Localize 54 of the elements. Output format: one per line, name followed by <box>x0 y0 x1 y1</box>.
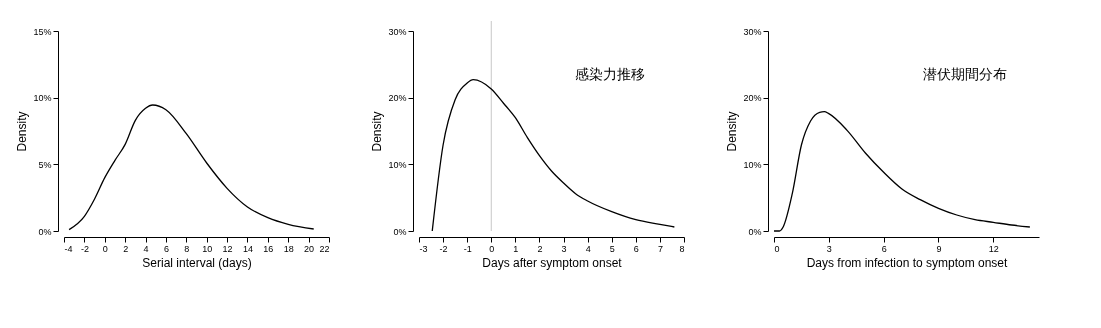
y-axis-title: Density <box>725 111 740 152</box>
x-tick-label: 22 <box>319 243 330 254</box>
y-tick-label: 10% <box>743 159 762 170</box>
line-series <box>68 104 315 231</box>
x-tick-label: -1 <box>463 243 472 254</box>
x-tick-label: 10 <box>202 243 213 254</box>
y-axis-title: Density <box>15 111 30 152</box>
y-tick-label: 0% <box>393 226 407 237</box>
x-tick-label: 0 <box>102 243 108 254</box>
annotation: 潜伏期間分布 <box>922 66 1007 82</box>
y-tick-label: 10% <box>388 159 407 170</box>
x-axis-title: Days from infection to symptom onset <box>806 255 1009 270</box>
x-tick-label: 2 <box>537 243 543 254</box>
x-tick-label: 14 <box>242 243 253 254</box>
x-tick-label: 6 <box>881 243 887 254</box>
y-tick-label: 20% <box>743 93 762 104</box>
y-tick-label: 5% <box>38 159 52 170</box>
x-tick-label: 12 <box>988 243 999 254</box>
x-tick-label: 12 <box>222 243 233 254</box>
y-tick-label: 0% <box>38 226 52 237</box>
x-tick-label: 4 <box>143 243 149 254</box>
x-tick-label: 16 <box>263 243 274 254</box>
x-tick-label: 8 <box>184 243 190 254</box>
x-tick-label: 1 <box>513 243 519 254</box>
y-tick-label: 30% <box>388 26 407 37</box>
x-tick-label: 8 <box>679 243 685 254</box>
x-axis-title: Serial interval (days) <box>142 255 252 270</box>
x-tick-label: 7 <box>657 243 663 254</box>
annotation: 感染力推移 <box>574 66 645 82</box>
x-tick-label: 6 <box>163 243 169 254</box>
x-tick-label: -2 <box>439 243 448 254</box>
y-tick-label: 30% <box>743 26 762 37</box>
x-tick-label: 18 <box>283 243 294 254</box>
y-tick-label: 15% <box>33 26 52 37</box>
x-tick-label: 6 <box>633 243 639 254</box>
x-axis-title: Days after symptom onset <box>482 255 623 270</box>
x-tick-label: 0 <box>489 243 495 254</box>
y-axis-title: Density <box>370 111 385 152</box>
y-tick-label: 10% <box>33 93 52 104</box>
x-tick-label: -4 <box>64 243 73 254</box>
x-tick-label: 20 <box>304 243 315 254</box>
x-tick-label: -3 <box>419 243 428 254</box>
y-tick-label: 20% <box>388 93 407 104</box>
x-tick-label: -2 <box>80 243 89 254</box>
x-tick-label: 3 <box>826 243 832 254</box>
line-series <box>431 79 676 232</box>
x-tick-label: 3 <box>561 243 567 254</box>
x-tick-label: 2 <box>123 243 129 254</box>
x-tick-label: 0 <box>774 243 780 254</box>
y-tick-label: 0% <box>748 226 762 237</box>
x-tick-label: 5 <box>609 243 615 254</box>
line-series <box>773 111 1031 232</box>
x-tick-label: 9 <box>936 243 942 254</box>
x-tick-label: 4 <box>585 243 591 254</box>
